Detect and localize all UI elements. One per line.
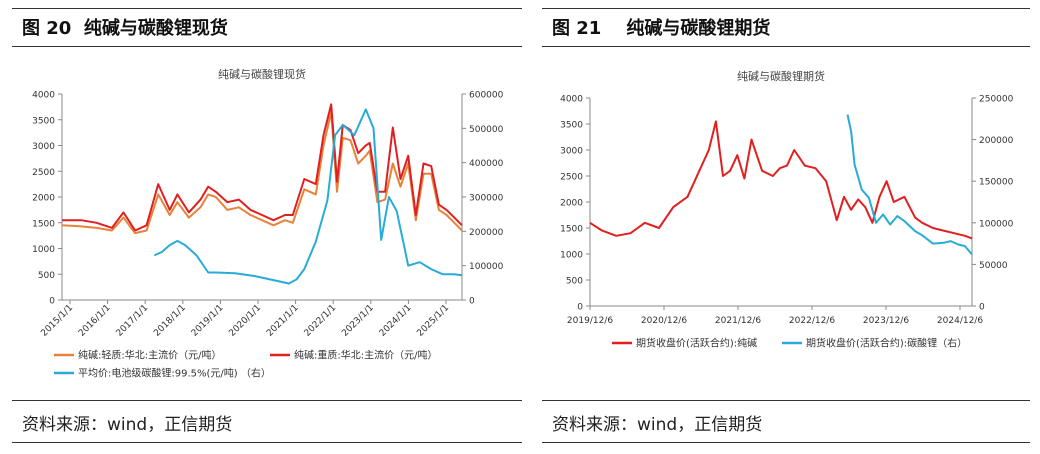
figure-20-panel: 图 20 纯碱与碳酸锂现货 纯碱与碳酸锂现货 0 500 1000 1500 2000 25… (12, 0, 522, 454)
figure-21-panel: 图 21 纯碱与碳酸锂期货 纯碱与碳酸锂期货 0 500 1000 1500 2000 25… (542, 0, 1030, 454)
left-tick-label: 2500 (32, 168, 55, 178)
right-tick-label: 50000 (979, 261, 1008, 271)
left-tick-label: 1500 (32, 219, 55, 229)
left-tick-label: 4000 (32, 91, 55, 101)
x-tick-label: 2020/12/6 (641, 316, 687, 326)
x-tick-label: 2024/1/1 (378, 303, 414, 339)
x-tick-label: 2022/12/6 (789, 316, 835, 326)
series-line-2 (846, 114, 973, 256)
x-tick-label: 2021/12/6 (715, 316, 761, 326)
x-tick-label: 2024/12/6 (937, 316, 983, 326)
x-tick-label: 2016/1/1 (77, 303, 113, 339)
right-tick-label: 600000 (469, 91, 504, 101)
series-line-1 (589, 120, 973, 240)
left-tick-label: 4000 (560, 95, 583, 105)
chart-title: 纯碱与碳酸锂期货 (737, 69, 825, 83)
source-note: 资料来源：wind，正信期货 (552, 415, 763, 435)
x-tick-label: 2019/12/6 (567, 316, 613, 326)
right-tick-label: 100000 (979, 219, 1014, 229)
x-tick-label: 2020/1/1 (227, 303, 263, 339)
left-tick-label: 1000 (32, 245, 55, 255)
x-tick-label: 2023/1/1 (340, 303, 376, 339)
right-tick-label: 150000 (979, 178, 1014, 188)
right-tick-label: 300000 (469, 194, 504, 204)
figure-title: 图 21 纯碱与碳酸锂期货 (552, 18, 771, 39)
right-tick-label: 400000 (469, 159, 504, 169)
top-rule (12, 8, 522, 9)
source-note: 资料来源：wind，正信期货 (22, 415, 233, 435)
right-tick-label: 500000 (469, 125, 504, 135)
series-line-2 (62, 103, 463, 232)
right-tick-label: 0 (979, 303, 985, 313)
left-tick-label: 2500 (560, 173, 583, 183)
bottom-rule (542, 442, 1030, 443)
left-tick-label: 3500 (32, 116, 55, 126)
title-rule (12, 46, 522, 47)
legend-label-3: 平均价:电池级碳酸锂:99.5%(元/吨) （右） (78, 367, 271, 380)
top-rule (542, 8, 1030, 9)
spot-chart: 纯碱与碳酸锂现货 0 500 1000 1500 2000 2500 3000 3500 4000… (32, 67, 504, 380)
left-tick-label: 0 (577, 303, 583, 313)
x-tick-label: 2021/1/1 (265, 303, 301, 339)
bottom-rule (12, 442, 522, 443)
legend-label-2: 纯碱:重质:华北:主流价（元/吨） (294, 349, 437, 362)
left-tick-label: 3000 (32, 142, 55, 152)
x-tick-label: 2018/1/1 (152, 303, 188, 339)
title-rule (542, 46, 1030, 47)
right-tick-label: 0 (469, 297, 475, 307)
left-tick-label: 3000 (560, 147, 583, 157)
series-line-3 (153, 108, 463, 285)
chart-title: 纯碱与碳酸锂现货 (218, 67, 306, 81)
x-tick-label: 2023/12/6 (863, 316, 909, 326)
x-tick-label: 2025/1/1 (415, 303, 451, 339)
left-tick-label: 2000 (32, 194, 55, 204)
x-tick-label: 2015/1/1 (39, 303, 75, 339)
source-rule (12, 400, 522, 401)
legend-label-1: 纯碱:轻质:华北:主流价（元/吨） (78, 349, 221, 362)
legend-label-2: 期货收盘价(活跃合约):碳酸锂（右） (806, 337, 967, 350)
x-tick-label: 2022/1/1 (303, 303, 339, 339)
left-tick-label: 1000 (560, 251, 583, 261)
x-tick-label: 2019/1/1 (190, 303, 226, 339)
right-tick-label: 250000 (979, 95, 1014, 105)
legend-label-1: 期货收盘价(活跃合约):纯碱 (636, 337, 757, 350)
left-tick-label: 2000 (560, 199, 583, 209)
x-tick-label: 2017/1/1 (115, 303, 151, 339)
left-tick-label: 1500 (560, 225, 583, 235)
left-tick-label: 500 (38, 271, 55, 281)
futures-chart: 纯碱与碳酸锂期货 0 500 1000 1500 2000 2500 3000 3500 4000… (560, 69, 1014, 350)
left-tick-label: 500 (566, 277, 583, 287)
left-tick-label: 3500 (560, 121, 583, 131)
right-tick-label: 100000 (469, 262, 504, 272)
left-tick-label: 0 (49, 297, 55, 307)
right-tick-label: 200000 (469, 228, 504, 238)
figure-title: 图 20 纯碱与碳酸锂现货 (22, 18, 228, 39)
source-rule (542, 400, 1030, 401)
right-tick-label: 200000 (979, 136, 1014, 146)
